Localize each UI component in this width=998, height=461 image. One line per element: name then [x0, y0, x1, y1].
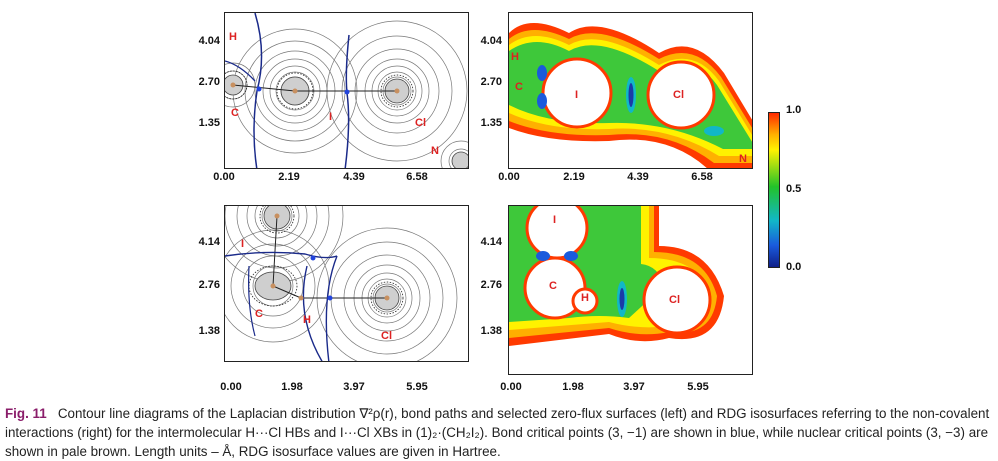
y-tick: 1.38: [198, 325, 220, 337]
y-tick: 4.04: [198, 35, 220, 47]
x-tick: 5.95: [406, 381, 428, 393]
atom-label-h: H: [581, 292, 589, 304]
y-tick: 4.14: [198, 236, 220, 248]
y-tick: 1.38: [480, 325, 502, 337]
atom-label-c: C: [231, 107, 239, 119]
atom-label-cl: Cl: [669, 294, 680, 306]
atom-label-i: I: [329, 111, 333, 123]
atom-label-h: H: [229, 31, 237, 43]
figure-caption: Fig. 11 Contour line diagrams of the Lap…: [5, 404, 995, 461]
rdg-isosurface-panel-bottom: I C H Cl: [508, 205, 753, 375]
atom-label-n: N: [739, 153, 747, 165]
colorbar-tick: 0.5: [786, 183, 802, 195]
rdg-isosurface-plot-top: [509, 13, 752, 168]
atom-label-c: C: [549, 280, 557, 292]
caption-text: Contour line diagrams of the Laplacian d…: [5, 406, 990, 459]
colorbar-tick: 1.0: [786, 104, 802, 116]
x-tick: 2.19: [278, 171, 300, 183]
x-tick: 0.00: [220, 381, 242, 393]
laplacian-contour-panel-top: H C I Cl N: [224, 12, 469, 169]
y-tick: 2.70: [480, 76, 502, 88]
y-tick: 4.04: [480, 35, 502, 47]
y-tick: 4.14: [480, 236, 502, 248]
laplacian-contour-panel-bottom: I C H Cl: [224, 205, 469, 362]
atom-label-i: I: [241, 238, 245, 250]
atom-label-c: C: [255, 308, 263, 320]
x-tick: 1.98: [562, 381, 584, 393]
x-tick: 0.00: [213, 171, 235, 183]
y-tick: 2.70: [198, 76, 220, 88]
y-tick: 1.35: [480, 117, 502, 129]
x-tick: 2.19: [563, 171, 585, 183]
x-tick: 3.97: [623, 381, 645, 393]
x-tick: 3.97: [343, 381, 365, 393]
atom-label-cl: Cl: [673, 89, 684, 101]
laplacian-contour-plot-bottom: [225, 206, 458, 361]
y-tick: 2.76: [480, 279, 502, 291]
atom-label-c: C: [515, 81, 523, 93]
atom-label-cl: Cl: [381, 330, 392, 342]
y-tick: 2.76: [198, 279, 220, 291]
atom-label-n: N: [431, 145, 439, 157]
x-tick: 6.58: [691, 171, 713, 183]
colorbar-tick: 0.0: [786, 261, 802, 273]
atom-label-h: H: [303, 314, 311, 326]
atom-label-i: I: [575, 89, 579, 101]
laplacian-contour-plot-top: [225, 13, 468, 168]
rdg-isosurface-plot-bottom: [509, 206, 724, 346]
x-tick: 1.98: [281, 381, 303, 393]
x-tick: 4.39: [343, 171, 365, 183]
rdg-colorbar: [768, 112, 780, 268]
atom-label-h: H: [511, 51, 519, 63]
x-tick: 5.95: [687, 381, 709, 393]
atom-label-cl: Cl: [415, 117, 426, 129]
atom-label-i: I: [553, 214, 557, 226]
x-tick: 0.00: [498, 171, 520, 183]
x-tick: 0.00: [500, 381, 522, 393]
x-tick: 4.39: [627, 171, 649, 183]
x-tick: 6.58: [406, 171, 428, 183]
figure-label: Fig. 11: [5, 406, 47, 421]
y-tick: 1.35: [198, 117, 220, 129]
rdg-isosurface-panel-top: H C I Cl N: [508, 12, 753, 169]
